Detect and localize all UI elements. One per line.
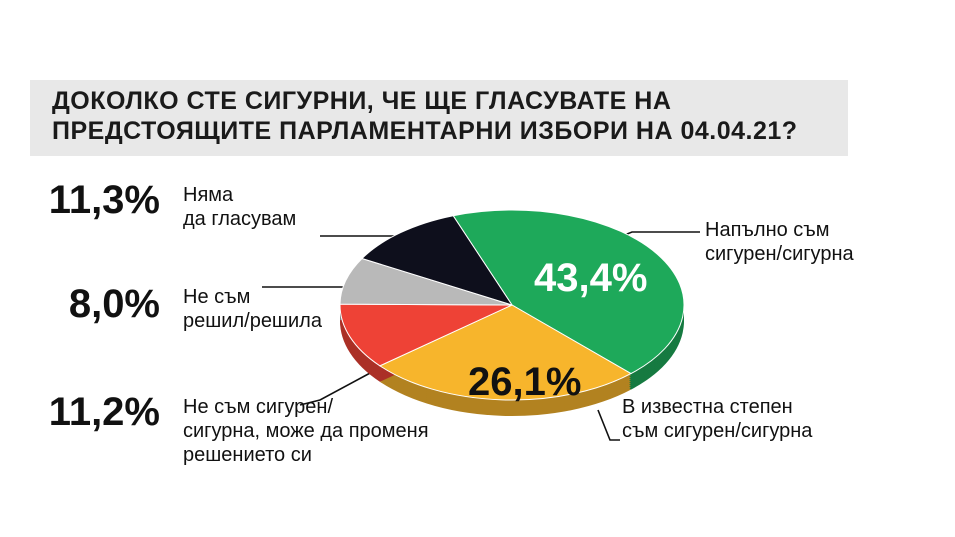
value-label: 8,0% <box>68 282 160 326</box>
leader-lines <box>262 231 700 441</box>
category-label: Няма да гласувам <box>183 184 297 230</box>
leader-line <box>299 371 373 406</box>
value-label: 43,4% <box>534 256 648 300</box>
chart-title: ДОКОЛКО СТЕ СИГУРНИ, ЧЕ ЩЕ ГЛАСУВАТЕ НА … <box>30 80 848 156</box>
slice <box>361 215 514 306</box>
leader-line <box>597 409 620 441</box>
slice <box>339 303 513 367</box>
value-label: 11,3% <box>48 178 160 222</box>
category-label: Не съм решил/решила <box>183 286 322 332</box>
value-label: 26,1% <box>468 360 582 404</box>
category-label: Напълно съм сигурен/сигурна <box>705 219 854 265</box>
pie-top <box>339 209 685 401</box>
category-label: Не съм сигурен/ сигурна, може да променя… <box>183 396 429 466</box>
value-label: 11,2% <box>48 390 160 434</box>
category-label: В известна степен съм сигурен/сигурна <box>622 396 813 442</box>
slice <box>452 209 685 375</box>
slice <box>378 304 632 401</box>
